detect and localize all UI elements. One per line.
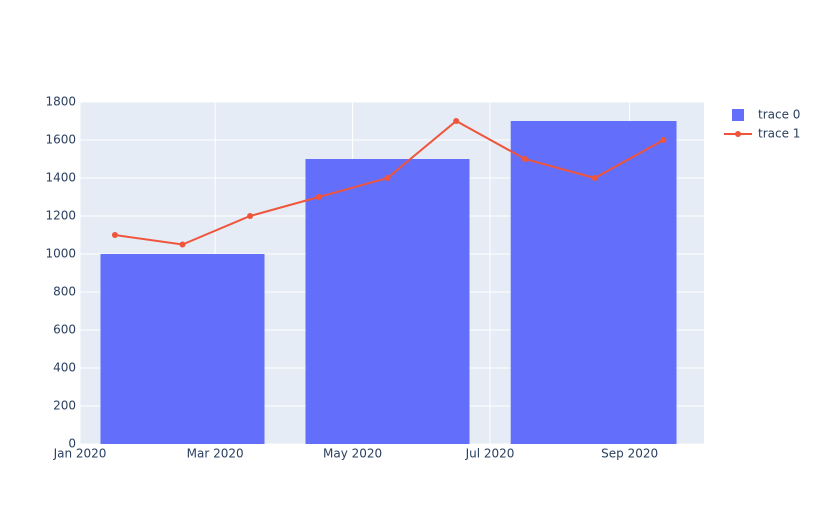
legend-label: trace 1	[758, 127, 800, 141]
x-tick-label: Sep 2020	[601, 447, 658, 461]
x-tick-label: Jul 2020	[465, 447, 515, 461]
marker	[453, 118, 460, 124]
marker	[111, 232, 118, 238]
y-tick-label: 400	[53, 361, 76, 375]
y-tick-label: 800	[53, 285, 76, 299]
marker	[247, 213, 254, 219]
legend-swatch	[732, 109, 744, 121]
y-tick-label: 1200	[45, 209, 76, 223]
x-tick-label: Mar 2020	[187, 447, 244, 461]
y-tick-label: 200	[53, 399, 76, 413]
y-tick-label: 0	[68, 437, 76, 451]
bar	[100, 254, 265, 444]
marker	[315, 194, 322, 200]
marker	[591, 175, 598, 181]
legend-swatch	[735, 131, 741, 137]
y-tick-label: 600	[53, 323, 76, 337]
legend-label: trace 0	[758, 108, 800, 122]
bar	[510, 121, 677, 444]
x-tick-label: May 2020	[323, 447, 382, 461]
marker	[179, 241, 186, 248]
x-tick-label: Jan 2020	[53, 447, 107, 461]
y-tick-label: 1800	[45, 95, 76, 109]
bar	[305, 159, 470, 444]
marker	[384, 175, 391, 181]
y-tick-label: 1600	[45, 133, 76, 147]
marker	[521, 156, 528, 162]
y-tick-label: 1000	[45, 247, 76, 261]
y-tick-label: 1400	[45, 171, 76, 185]
marker	[660, 137, 667, 143]
